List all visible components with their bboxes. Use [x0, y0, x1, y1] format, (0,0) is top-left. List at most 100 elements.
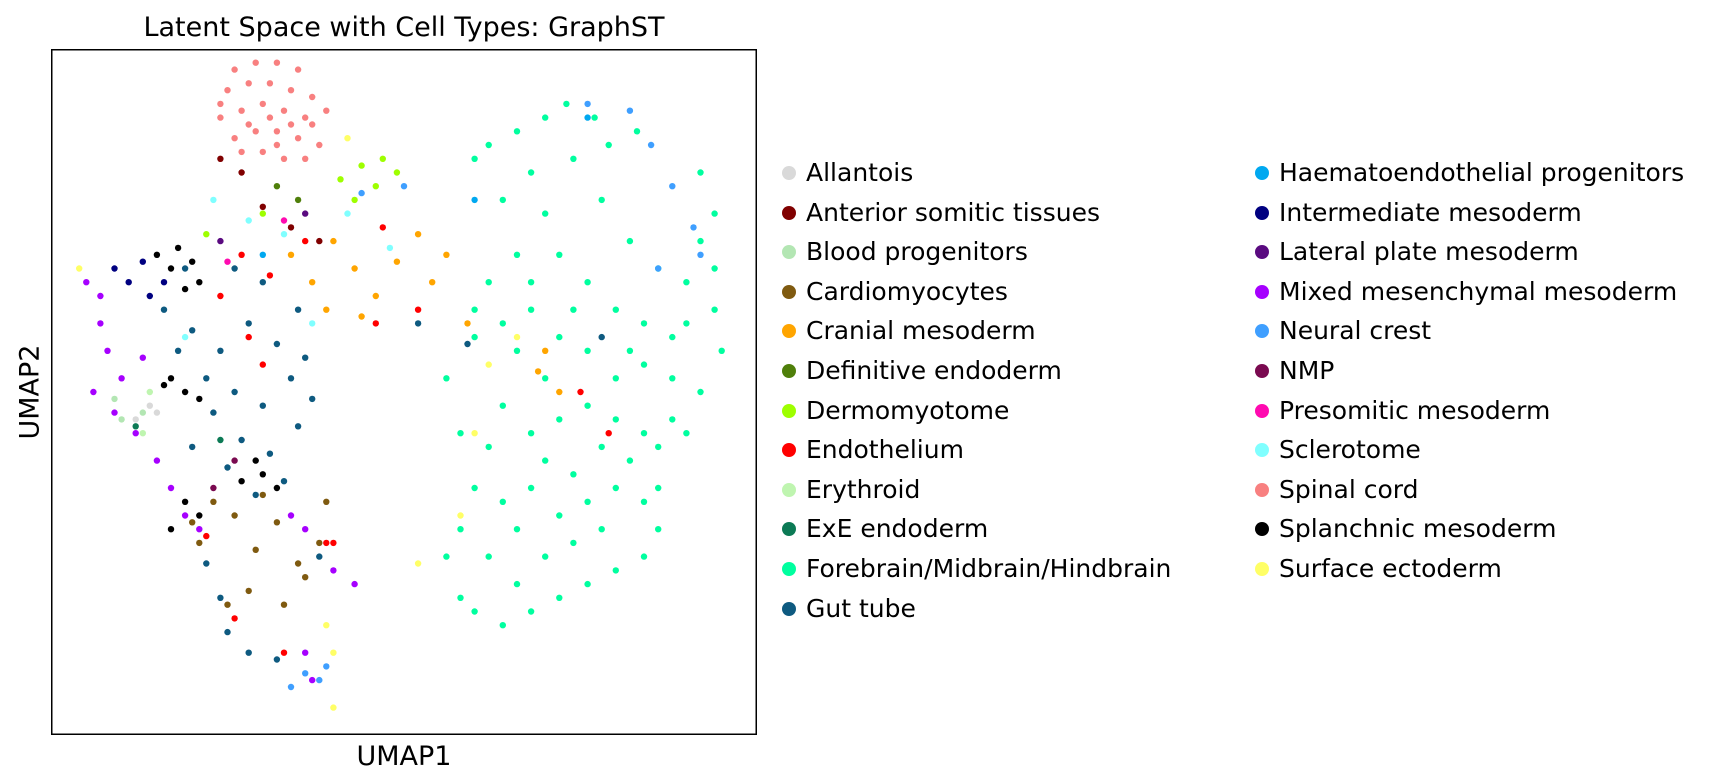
y-axis-label: UMAP2 — [14, 344, 46, 440]
legend-swatch — [782, 364, 796, 378]
data-point — [196, 526, 203, 533]
series-16 — [287, 100, 704, 691]
series-10 — [443, 100, 725, 629]
legend-item: NMP — [1255, 356, 1334, 386]
legend-label: Definitive endoderm — [806, 356, 1062, 385]
data-point — [527, 608, 535, 615]
legend-item: Sclerotome — [1255, 435, 1421, 465]
data-point — [294, 423, 302, 430]
chart-title: Latent Space with Cell Types: GraphST — [143, 12, 665, 43]
data-point — [203, 532, 210, 540]
data-point — [273, 128, 281, 135]
data-point — [287, 375, 295, 382]
series-6 — [203, 155, 401, 238]
data-point — [556, 388, 563, 396]
data-point — [266, 114, 274, 121]
data-point — [217, 114, 224, 121]
data-point — [160, 279, 168, 286]
data-point — [485, 141, 492, 149]
x-axis-label: UMAP1 — [356, 741, 452, 772]
data-point — [245, 217, 252, 224]
data-point — [217, 155, 224, 162]
legend-swatch — [782, 482, 796, 497]
data-point — [196, 279, 203, 286]
data-point — [443, 375, 450, 382]
data-point — [153, 457, 161, 464]
legend-label: Neural crest — [1279, 316, 1432, 346]
data-point — [655, 443, 662, 451]
legend-item: Dermomyotome — [782, 396, 1009, 426]
data-point — [189, 443, 196, 451]
data-point — [584, 279, 591, 286]
series-13 — [111, 258, 168, 300]
data-point — [344, 135, 351, 142]
data-point — [690, 224, 697, 231]
data-point — [584, 100, 591, 108]
data-point — [217, 237, 224, 245]
data-point — [245, 649, 252, 656]
data-point — [309, 93, 316, 101]
data-point — [309, 320, 316, 327]
data-point — [118, 375, 125, 382]
data-point — [309, 279, 316, 286]
legend-item: Cardiomyocytes — [782, 277, 1008, 307]
data-point — [302, 574, 309, 581]
data-point — [132, 423, 139, 430]
data-point — [316, 539, 323, 547]
data-point — [351, 196, 358, 204]
data-point — [323, 306, 330, 313]
data-point — [471, 155, 478, 162]
data-point — [711, 306, 718, 313]
data-point — [683, 430, 690, 437]
data-point — [556, 594, 563, 601]
data-point — [287, 512, 295, 519]
data-point — [294, 196, 302, 204]
data-point — [153, 409, 161, 416]
data-point — [210, 409, 217, 416]
data-point — [414, 560, 422, 567]
legend-item: Presomitic mesoderm — [1255, 396, 1550, 426]
data-point — [160, 381, 168, 389]
data-point — [584, 347, 591, 354]
data-point — [302, 526, 309, 533]
data-point — [372, 292, 379, 300]
data-point — [287, 683, 295, 691]
data-point — [252, 457, 259, 464]
data-point — [266, 80, 274, 87]
data-point — [393, 258, 401, 265]
data-point — [323, 622, 330, 629]
data-point — [259, 148, 266, 156]
data-point — [231, 512, 238, 519]
data-point — [612, 484, 619, 492]
data-point — [231, 135, 238, 142]
data-point — [556, 333, 563, 341]
data-point — [612, 416, 619, 423]
legend-item: Endothelium — [782, 435, 964, 465]
data-point — [111, 265, 118, 272]
data-point — [513, 333, 521, 341]
data-point — [542, 347, 549, 354]
data-point — [132, 416, 139, 423]
data-point — [139, 354, 146, 361]
legend-item: Surface ectoderm — [1255, 554, 1502, 584]
data-point — [316, 676, 323, 684]
data-point — [711, 265, 718, 272]
series-15 — [83, 279, 358, 684]
data-point — [542, 375, 549, 382]
data-point — [612, 375, 619, 382]
legend-label: Presomitic mesoderm — [1279, 395, 1551, 425]
legend-swatch — [1255, 482, 1269, 497]
data-point — [563, 100, 570, 108]
data-point — [280, 231, 288, 238]
legend-swatch — [782, 284, 796, 299]
legend-label: Sclerotome — [1279, 435, 1421, 465]
data-point — [534, 368, 542, 375]
data-point — [457, 512, 464, 519]
data-point — [605, 430, 612, 437]
legend-item: Gut tube — [782, 594, 916, 624]
legend-item: Anterior somitic tissues — [782, 198, 1100, 228]
legend-item: Haematoendothelial progenitors — [1255, 158, 1684, 188]
data-point — [640, 320, 648, 327]
data-point — [167, 375, 175, 382]
data-point — [167, 265, 175, 272]
